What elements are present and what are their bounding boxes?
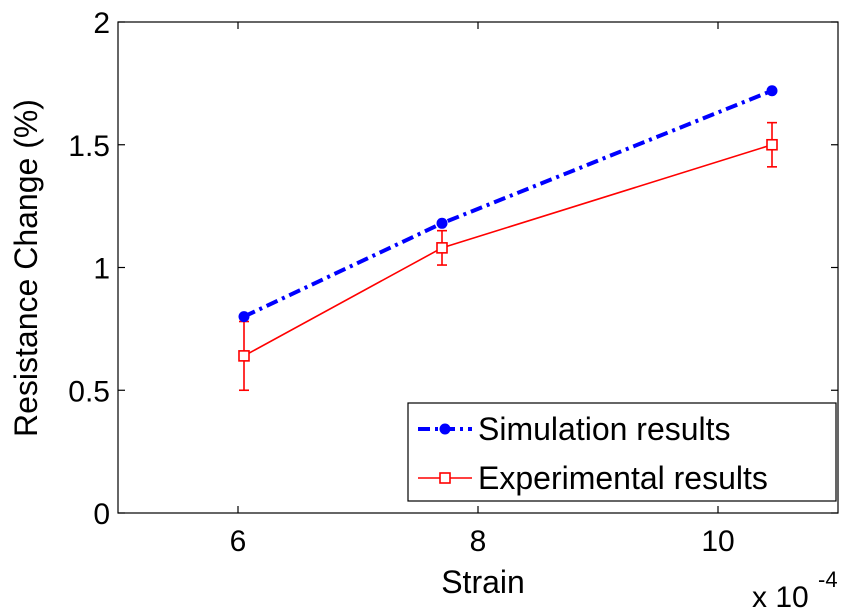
legend-exp-marker: [439, 472, 451, 484]
simulation-point: [766, 85, 778, 97]
y-tick-label: 0.5: [68, 375, 110, 408]
legend-sim-label: Simulation results: [478, 411, 731, 447]
simulation-point: [436, 217, 448, 229]
y-tick-label: 0: [93, 498, 110, 531]
experimental-point: [436, 242, 448, 254]
legend-exp-label: Experimental results: [478, 460, 768, 496]
simulation-point: [238, 311, 250, 323]
x-tick-label: 6: [230, 525, 247, 558]
experimental-point: [766, 138, 778, 151]
axis-ticks: 6 8 10 0 0.5 1 1.5 2: [68, 7, 838, 558]
x-axis-label: Strain: [441, 564, 525, 600]
legend-box: [407, 402, 837, 502]
x-multiplier-exponent: -4: [818, 567, 838, 592]
x-tick-label: 10: [701, 525, 734, 558]
chart-marks: [238, 85, 778, 392]
y-tick-label: 1.5: [68, 130, 110, 163]
x-multiplier: x 10: [752, 581, 809, 613]
legend: Simulation results Experimental results: [407, 402, 837, 502]
experimental-point: [238, 350, 250, 362]
x-tick-label: 8: [470, 525, 487, 558]
y-tick-label: 2: [93, 7, 110, 40]
y-axis-label: Resistance Change (%): [8, 99, 44, 437]
legend-sim-marker: [439, 423, 451, 435]
y-tick-label: 1: [93, 253, 110, 286]
